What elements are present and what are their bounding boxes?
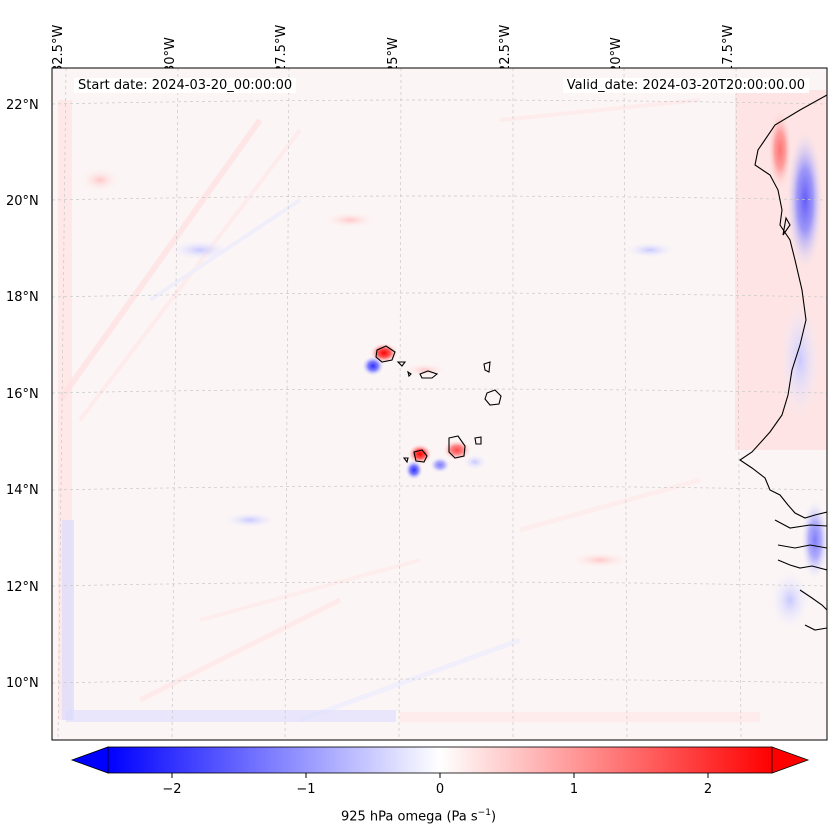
- colorbar-tick-0: 0: [435, 782, 445, 797]
- lat-label-22n: 22°N: [6, 98, 39, 113]
- coastline: [375, 94, 827, 631]
- start-date-text: Start date: 2024-03-20_00:00:00: [74, 78, 297, 93]
- lat-label-20n: 20°N: [6, 194, 39, 209]
- lat-label-12n: 12°N: [6, 580, 39, 595]
- colorbar-bar: [107, 746, 773, 774]
- colorbar-tick-neg1: −1: [296, 782, 316, 797]
- gridlines: [52, 68, 827, 740]
- omega-field: [52, 68, 827, 740]
- lat-label-10n: 10°N: [6, 676, 39, 691]
- colorbar-tick-neg2: −2: [162, 782, 182, 797]
- island-santo-antao: [375, 345, 396, 363]
- colorbar-min-extension: [70, 746, 109, 774]
- colorbar-label-main: 925 hPa omega (Pa s: [340, 809, 478, 825]
- map-frame: [51, 67, 828, 741]
- lat-label-16n: 16°N: [6, 387, 39, 402]
- colorbar-label-exp: −1: [477, 808, 491, 818]
- lat-label-14n: 14°N: [6, 483, 39, 498]
- valid-date-text: Valid_date: 2024-03-20T20:00:00.00: [562, 78, 809, 93]
- colorbar-max-extension: [771, 746, 810, 774]
- colorbar-tick-1: 1: [569, 782, 579, 797]
- colorbar-tick-2: 2: [703, 782, 713, 797]
- colorbar: [70, 746, 810, 778]
- colorbar-label: 925 hPa omega (Pa s−1): [0, 808, 837, 824]
- lat-label-18n: 18°N: [6, 290, 39, 305]
- colorbar-label-end: ): [490, 809, 497, 825]
